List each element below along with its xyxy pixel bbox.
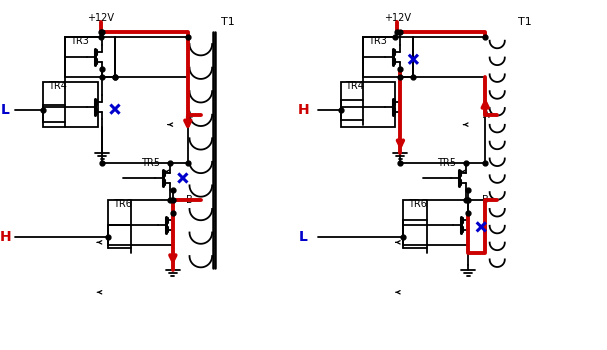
- Text: H: H: [0, 230, 11, 244]
- Bar: [65, 37, 115, 77]
- Bar: [108, 200, 173, 245]
- Text: A: A: [186, 110, 193, 120]
- Text: B: B: [483, 195, 489, 205]
- Bar: [341, 82, 395, 127]
- Text: TR5: TR5: [141, 158, 160, 168]
- Text: TR3: TR3: [70, 36, 89, 46]
- Bar: [43, 82, 98, 127]
- Text: TR5: TR5: [437, 158, 456, 168]
- Text: TR4: TR4: [345, 81, 364, 91]
- Text: +12V: +12V: [384, 13, 411, 23]
- Text: T1: T1: [518, 17, 532, 27]
- Text: L: L: [1, 103, 10, 117]
- Text: L: L: [299, 230, 308, 244]
- Text: B: B: [186, 195, 193, 205]
- Text: A: A: [483, 110, 489, 120]
- Text: TR6: TR6: [409, 199, 427, 209]
- Text: H: H: [298, 103, 310, 117]
- Text: TR3: TR3: [368, 36, 387, 46]
- Text: TR4: TR4: [48, 81, 67, 91]
- Bar: [404, 200, 468, 245]
- Text: T1: T1: [221, 17, 235, 27]
- Text: +12V: +12V: [87, 13, 115, 23]
- Text: TR6: TR6: [113, 199, 132, 209]
- Bar: [364, 37, 413, 77]
